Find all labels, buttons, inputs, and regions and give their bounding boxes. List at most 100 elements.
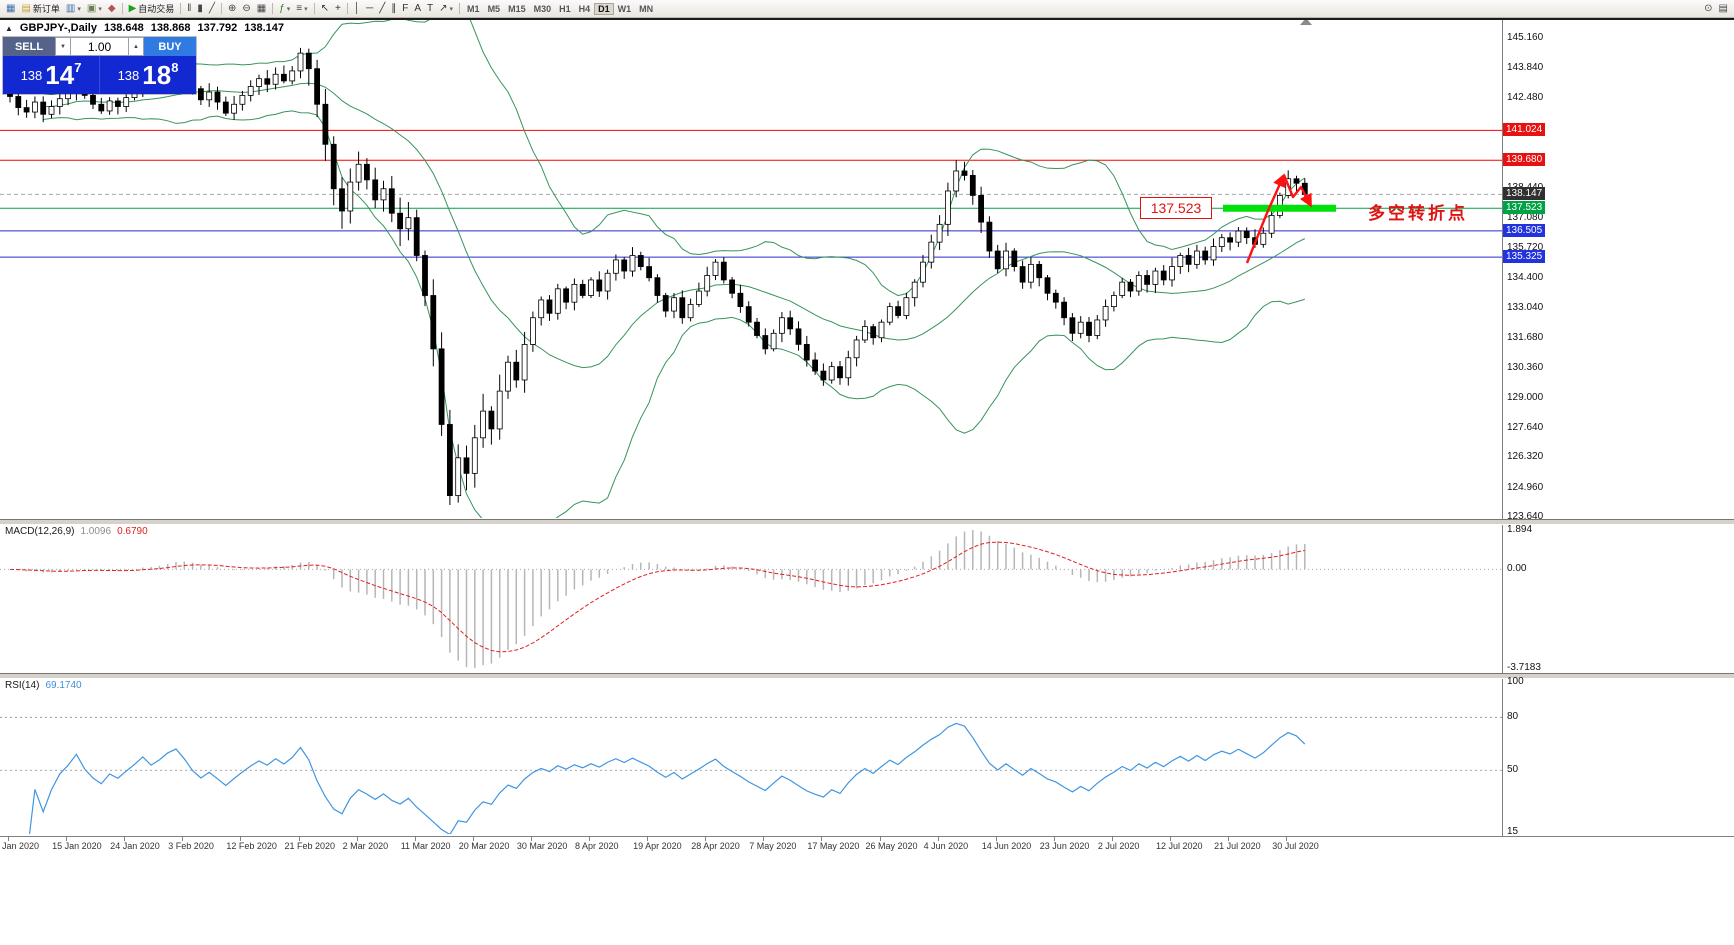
time-axis-tick xyxy=(763,837,765,841)
toolbar-separator xyxy=(220,3,222,14)
layout-button[interactable]: ▤ xyxy=(1716,1,1731,16)
timeframe-d1-button[interactable]: D1 xyxy=(594,2,614,15)
toolbar-separator xyxy=(346,3,348,14)
toolbar-separator xyxy=(180,3,182,14)
trendline-icon: ╱ xyxy=(379,3,386,14)
time-axis-tick xyxy=(66,837,68,841)
time-axis-tick xyxy=(821,837,823,841)
cursor-button[interactable]: ↖ xyxy=(318,1,332,16)
timeframe-m1-button[interactable]: M1 xyxy=(467,3,480,14)
alerts-icon: ◆ xyxy=(107,3,116,14)
search-button[interactable]: ⊙ xyxy=(1701,1,1715,16)
profiles-icon: ▣ xyxy=(86,3,97,14)
date-axis-label: 24 Jan 2020 xyxy=(110,841,160,851)
timeframe-h1-button[interactable]: H1 xyxy=(559,3,571,14)
charts-menu-button[interactable]: ▥ ▾ xyxy=(63,1,84,16)
date-axis-label: 7 May 2020 xyxy=(749,841,797,851)
price-axis-label: 123.640 xyxy=(1507,510,1544,522)
trendline-button[interactable]: ╱ xyxy=(376,1,388,16)
volume-input[interactable] xyxy=(71,37,128,56)
macd-axis-min: -3.7183 xyxy=(1507,662,1541,673)
horizontal-line-button[interactable]: ─ xyxy=(363,1,376,16)
timeframe-h4-button[interactable]: H4 xyxy=(578,3,591,14)
price-badge: 137.523 xyxy=(1503,201,1546,215)
date-axis-label: 30 Jul 2020 xyxy=(1272,841,1319,851)
timeframe-w1-button[interactable]: W1 xyxy=(617,3,632,14)
turning-point-text-label[interactable]: 多空转折点 xyxy=(1368,204,1468,224)
rsi-indicator-title: RSI(14) 69.1740 xyxy=(5,680,82,691)
autotrading-button[interactable]: ▶ 自动交易 xyxy=(126,1,178,16)
rsi-axis-label: 100 xyxy=(1507,676,1524,687)
time-axis-tick xyxy=(1170,837,1171,841)
toolbar-separator xyxy=(121,3,123,14)
date-axis-label: 3 Feb 2020 xyxy=(168,841,214,851)
candles-layer xyxy=(7,47,1308,506)
sell-price[interactable]: 138 14 7 xyxy=(3,56,100,94)
timeframe-m30-button[interactable]: M30 xyxy=(533,3,552,14)
buy-button[interactable]: BUY xyxy=(144,37,196,56)
profiles-button[interactable]: ▣ ▾ xyxy=(84,1,105,16)
alerts-button[interactable]: ◆ xyxy=(105,1,119,16)
zoom-in-button[interactable]: ⊕ xyxy=(225,1,239,16)
new-chart-icon: ▦ xyxy=(6,3,16,14)
volume-decrease-button[interactable]: ▼ xyxy=(55,37,71,56)
templates-icon: ≡ xyxy=(296,3,303,14)
candlestick-mode-icon: ▮ xyxy=(197,3,203,14)
candlestick-mode-button[interactable]: ▮ xyxy=(194,1,206,16)
charts-menu-button-caret-icon: ▾ xyxy=(77,5,81,13)
price-chart-layer[interactable] xyxy=(0,0,1502,546)
panel-separator-macd[interactable] xyxy=(0,519,1734,525)
macd-axis-max: 1.894 xyxy=(1507,524,1533,535)
panel-separator-rsi[interactable] xyxy=(0,673,1734,679)
date-axis-label: 15 Jan 2020 xyxy=(52,841,102,851)
arrows-tool-button[interactable]: ↗ ▾ xyxy=(436,1,456,16)
date-axis-label: 19 Apr 2020 xyxy=(633,841,682,851)
crosshair-button[interactable]: + xyxy=(332,1,344,16)
chart-shift-marker[interactable] xyxy=(1300,18,1312,25)
toolbar: ▦ ▤ 新订单 ▥ ▾ ▣ ▾ ◆ ▶ 自动交易 ‖ ▮ ╱ ⊕ ⊖ ▦ ƒ ▾ ≡ ▾ ↖ + │ ─ ╱ ∥ F A T ↗ ▾ M1 M5… xyxy=(0,0,1734,18)
text-label-button[interactable]: T xyxy=(424,1,436,16)
equidistant-channel-button[interactable]: ∥ xyxy=(388,1,399,16)
date-axis-label: 30 Mar 2020 xyxy=(516,841,568,851)
arrows-tool-icon: ↗ xyxy=(439,3,448,14)
annotations-layer xyxy=(1223,173,1336,264)
bollinger-bands xyxy=(43,20,1306,518)
trend-arrow-1[interactable] xyxy=(1245,173,1286,264)
line-chart-mode-button[interactable]: ╱ xyxy=(206,1,218,16)
trend-arrow-2[interactable] xyxy=(1282,174,1312,208)
price-badge: 139.680 xyxy=(1503,153,1546,167)
ohlc-close: 138.147 xyxy=(244,22,285,34)
time-axis-tick xyxy=(1228,837,1230,841)
price-badge: 136.505 xyxy=(1503,223,1546,237)
tile-windows-button[interactable]: ▦ xyxy=(254,1,269,16)
fibonacci-button[interactable]: F xyxy=(399,1,411,16)
charts-menu-icon: ▥ xyxy=(65,3,76,14)
timeframe-m15-button[interactable]: M15 xyxy=(508,3,526,14)
sell-button[interactable]: SELL xyxy=(3,37,55,56)
one-click-collapse-icon[interactable]: ▲ xyxy=(5,23,13,33)
time-axis[interactable]: Jan 2020 15 Jan 2020 24 Jan 2020 3 Feb 2020… xyxy=(0,836,1734,854)
zoom-out-button[interactable]: ⊖ xyxy=(239,1,253,16)
indicators-button[interactable]: ƒ ▾ xyxy=(276,1,293,16)
arrows-tool-button-caret-icon: ▾ xyxy=(449,5,454,13)
buy-price[interactable]: 138 18 8 xyxy=(100,56,196,94)
time-axis-tick xyxy=(356,837,358,841)
rsi-value: 69.1740 xyxy=(45,680,82,691)
toolbar-right-group: ⊙ ▤ xyxy=(1701,1,1731,16)
timeframe-mn-button[interactable]: MN xyxy=(639,3,654,14)
new-chart-button[interactable]: ▦ xyxy=(3,1,18,16)
bar-chart-mode-button[interactable]: ‖ xyxy=(184,1,194,16)
date-axis-label: 26 May 2020 xyxy=(865,841,918,851)
new-order-button[interactable]: ▤ 新订单 xyxy=(18,1,62,16)
vertical-line-button[interactable]: │ xyxy=(351,1,363,16)
turning-point-price-label[interactable]: 137.523 xyxy=(1140,197,1212,219)
price-badge: 135.325 xyxy=(1503,250,1546,264)
timeframe-m5-button[interactable]: M5 xyxy=(487,3,501,14)
autotrading-button-label: 自动交易 xyxy=(138,4,175,14)
text-button[interactable]: A xyxy=(411,1,424,16)
macd-layer[interactable] xyxy=(0,530,1502,668)
volume-increase-button[interactable]: ▲ xyxy=(128,37,144,56)
templates-button[interactable]: ≡ ▾ xyxy=(293,1,310,16)
rsi-layer[interactable] xyxy=(0,716,1502,858)
